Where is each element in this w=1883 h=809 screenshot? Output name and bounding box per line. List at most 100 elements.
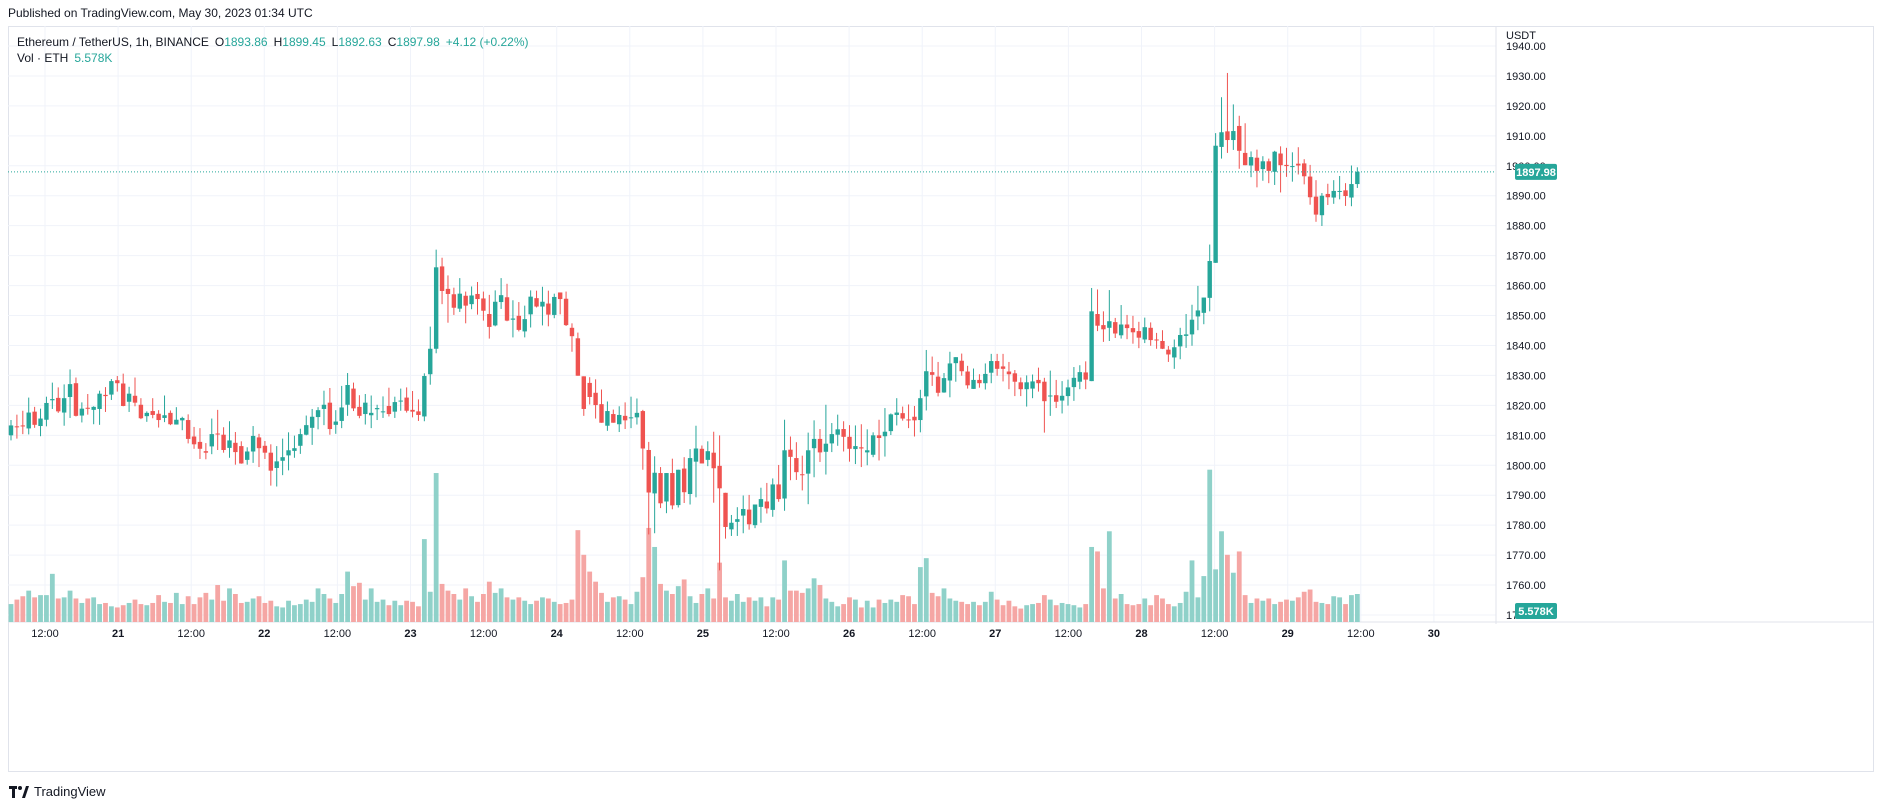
volume-bar <box>1148 605 1154 622</box>
candle-body <box>1331 190 1336 198</box>
candle-body <box>61 398 67 413</box>
candle-body <box>752 504 758 526</box>
candle-body <box>174 419 179 425</box>
candle-body <box>1307 176 1313 198</box>
volume-bar <box>244 601 250 622</box>
volume-bar <box>203 592 209 622</box>
candle-body <box>1219 132 1224 147</box>
candle-body <box>239 446 244 464</box>
candle-body <box>1024 382 1029 390</box>
candle-body <box>439 266 445 291</box>
volume-bar <box>126 602 132 622</box>
price-chart[interactable]: 1940.001930.001920.001910.001900.001890.… <box>8 26 1874 772</box>
candle-body <box>333 421 338 425</box>
candle-body <box>321 404 327 409</box>
volume-bar <box>486 581 492 622</box>
candle-body <box>788 449 793 457</box>
volume-bar <box>368 588 374 622</box>
volume-bar <box>616 596 622 622</box>
volume-bar <box>605 601 610 622</box>
candle-body <box>191 436 197 445</box>
volume-bar <box>1142 598 1148 622</box>
volume-bar <box>351 586 356 622</box>
volume-bar <box>303 599 309 622</box>
chart-frame <box>8 26 1874 772</box>
volume-bar <box>516 597 522 622</box>
volume-bar <box>1313 601 1319 622</box>
candle-body <box>841 429 846 437</box>
volume-bar <box>864 600 870 622</box>
volume-bar <box>841 604 847 622</box>
candle-body <box>1207 261 1212 298</box>
volume-bar <box>197 597 203 622</box>
volume-bar <box>693 602 699 622</box>
volume-bar <box>965 604 971 622</box>
candle-body <box>628 417 634 419</box>
volume-bar <box>699 594 705 622</box>
time-tick-label: 24 <box>551 628 564 640</box>
candle-body <box>363 402 368 415</box>
volume-bar <box>268 600 274 622</box>
candle-body <box>504 297 510 321</box>
candle-body <box>97 393 102 409</box>
candle-body <box>369 412 374 416</box>
ohlc-high: H1899.45 <box>273 35 326 49</box>
volume-bar <box>61 597 67 622</box>
candle-body <box>971 379 976 389</box>
candle-body <box>563 298 569 326</box>
volume-label[interactable]: Vol · ETH <box>17 51 69 65</box>
tradingview-logo-icon <box>9 785 29 798</box>
volume-bar <box>1195 597 1201 622</box>
volume-bar <box>227 588 232 622</box>
candle-body <box>847 436 852 449</box>
candle-body <box>1130 328 1136 333</box>
volume-bar <box>628 604 634 622</box>
candle-body <box>410 409 415 412</box>
published-note: Published on TradingView.com, May 30, 20… <box>8 6 313 20</box>
candle-body <box>339 407 344 421</box>
volume-bar <box>232 594 238 622</box>
candle-body <box>280 457 285 461</box>
volume-bar <box>593 581 598 622</box>
tradingview-logo[interactable]: TradingView <box>9 784 106 799</box>
candle-body <box>103 394 108 397</box>
price-tick-label: 1940.00 <box>1506 41 1546 53</box>
candle-body <box>605 411 610 426</box>
candle-body <box>1124 324 1130 329</box>
symbol-label[interactable]: Ethereum / TetherUS, 1h, BINANCE <box>17 35 209 49</box>
volume-bar <box>20 596 26 622</box>
volume-bar <box>91 597 97 622</box>
candle-body <box>1231 131 1236 141</box>
volume-bar <box>356 582 362 622</box>
candle-body <box>983 373 988 384</box>
candle-body <box>1089 311 1094 382</box>
volume-bar <box>327 598 333 622</box>
candle-body <box>634 412 640 418</box>
volume-bar <box>1213 569 1219 622</box>
price-tick-label: 1760.00 <box>1506 580 1546 592</box>
legend-price-row: Ethereum / TetherUS, 1h, BINANCE O1893.8… <box>17 34 529 50</box>
volume-bar <box>817 585 823 622</box>
price-tick-label: 1800.00 <box>1506 460 1546 472</box>
volume-bar <box>398 605 404 622</box>
volume-bar <box>1230 572 1236 622</box>
volume-bar <box>1260 600 1266 622</box>
price-tick-label: 1780.00 <box>1506 520 1546 532</box>
volume-bar <box>551 601 557 622</box>
currency-label: USDT <box>1506 30 1536 42</box>
volume-bar <box>563 602 569 622</box>
candle-body <box>221 434 226 450</box>
candle-body <box>935 376 941 393</box>
candle-body <box>1172 347 1177 358</box>
legend-volume-row: Vol · ETH 5.578K <box>17 50 529 66</box>
footer-brand: TradingView <box>34 784 106 799</box>
candle-body <box>209 434 214 447</box>
candle-body <box>640 411 646 449</box>
candle-body <box>1325 193 1331 198</box>
volume-bar <box>853 599 858 622</box>
price-tick-label: 1830.00 <box>1506 370 1546 382</box>
candle-body <box>1319 195 1325 216</box>
candle-body <box>392 402 398 412</box>
candle-body <box>380 411 386 413</box>
volume-bar <box>1059 602 1065 622</box>
